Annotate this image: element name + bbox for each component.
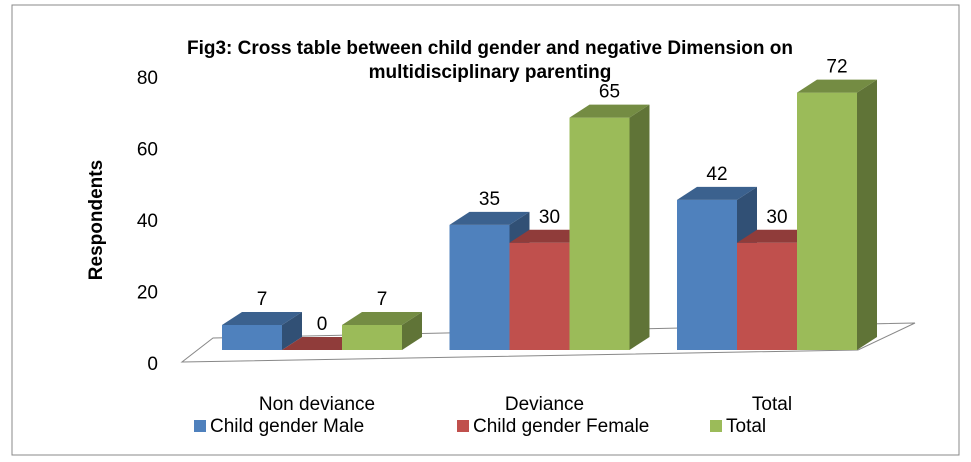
y-tick-label: 0 [147, 354, 158, 375]
bar-side [629, 104, 650, 350]
bar [737, 242, 797, 350]
data-label: 30 [766, 207, 787, 228]
x-tick-label: Total [752, 394, 792, 415]
bar [222, 324, 282, 350]
frame [11, 4, 960, 456]
y-tick-label: 80 [137, 68, 158, 89]
legend-label: Child gender Male [210, 416, 364, 437]
bar [342, 324, 402, 350]
y-tick-label: 60 [137, 140, 158, 161]
data-label: 7 [377, 289, 388, 310]
bar-top [222, 311, 302, 325]
floor [180, 322, 916, 363]
bar-top [677, 186, 757, 200]
legend-swatch [194, 420, 206, 432]
bar-side [282, 311, 302, 350]
bar-side [857, 79, 877, 350]
legend-swatch [710, 420, 722, 432]
chart-title: Fig3: Cross table between child gender a… [187, 38, 793, 83]
bar [509, 242, 570, 350]
data-label: 35 [479, 189, 500, 210]
data-label: 65 [599, 82, 620, 103]
legend-label: Total [726, 416, 766, 437]
bar-top [797, 79, 877, 93]
y-tick-label: 40 [137, 211, 158, 232]
y-tick-label: 20 [137, 283, 158, 304]
data-label: 0 [317, 314, 328, 335]
bar [569, 117, 630, 350]
bar-side [402, 311, 422, 350]
y-axis-label: Respondents [86, 160, 107, 280]
bar-top [342, 311, 422, 325]
data-label: 42 [706, 164, 727, 185]
bar [677, 199, 737, 350]
x-tick-label: Non deviance [259, 394, 375, 415]
data-label: 7 [257, 289, 268, 310]
data-label: 30 [539, 207, 560, 228]
x-tick-label: Deviance [505, 394, 584, 415]
data-label: 72 [826, 57, 847, 78]
bar [797, 92, 857, 350]
bar-top [449, 211, 530, 225]
legend-label: Child gender Female [473, 416, 649, 437]
bar-top [569, 104, 650, 118]
bar [449, 224, 510, 350]
legend-swatch [457, 420, 469, 432]
